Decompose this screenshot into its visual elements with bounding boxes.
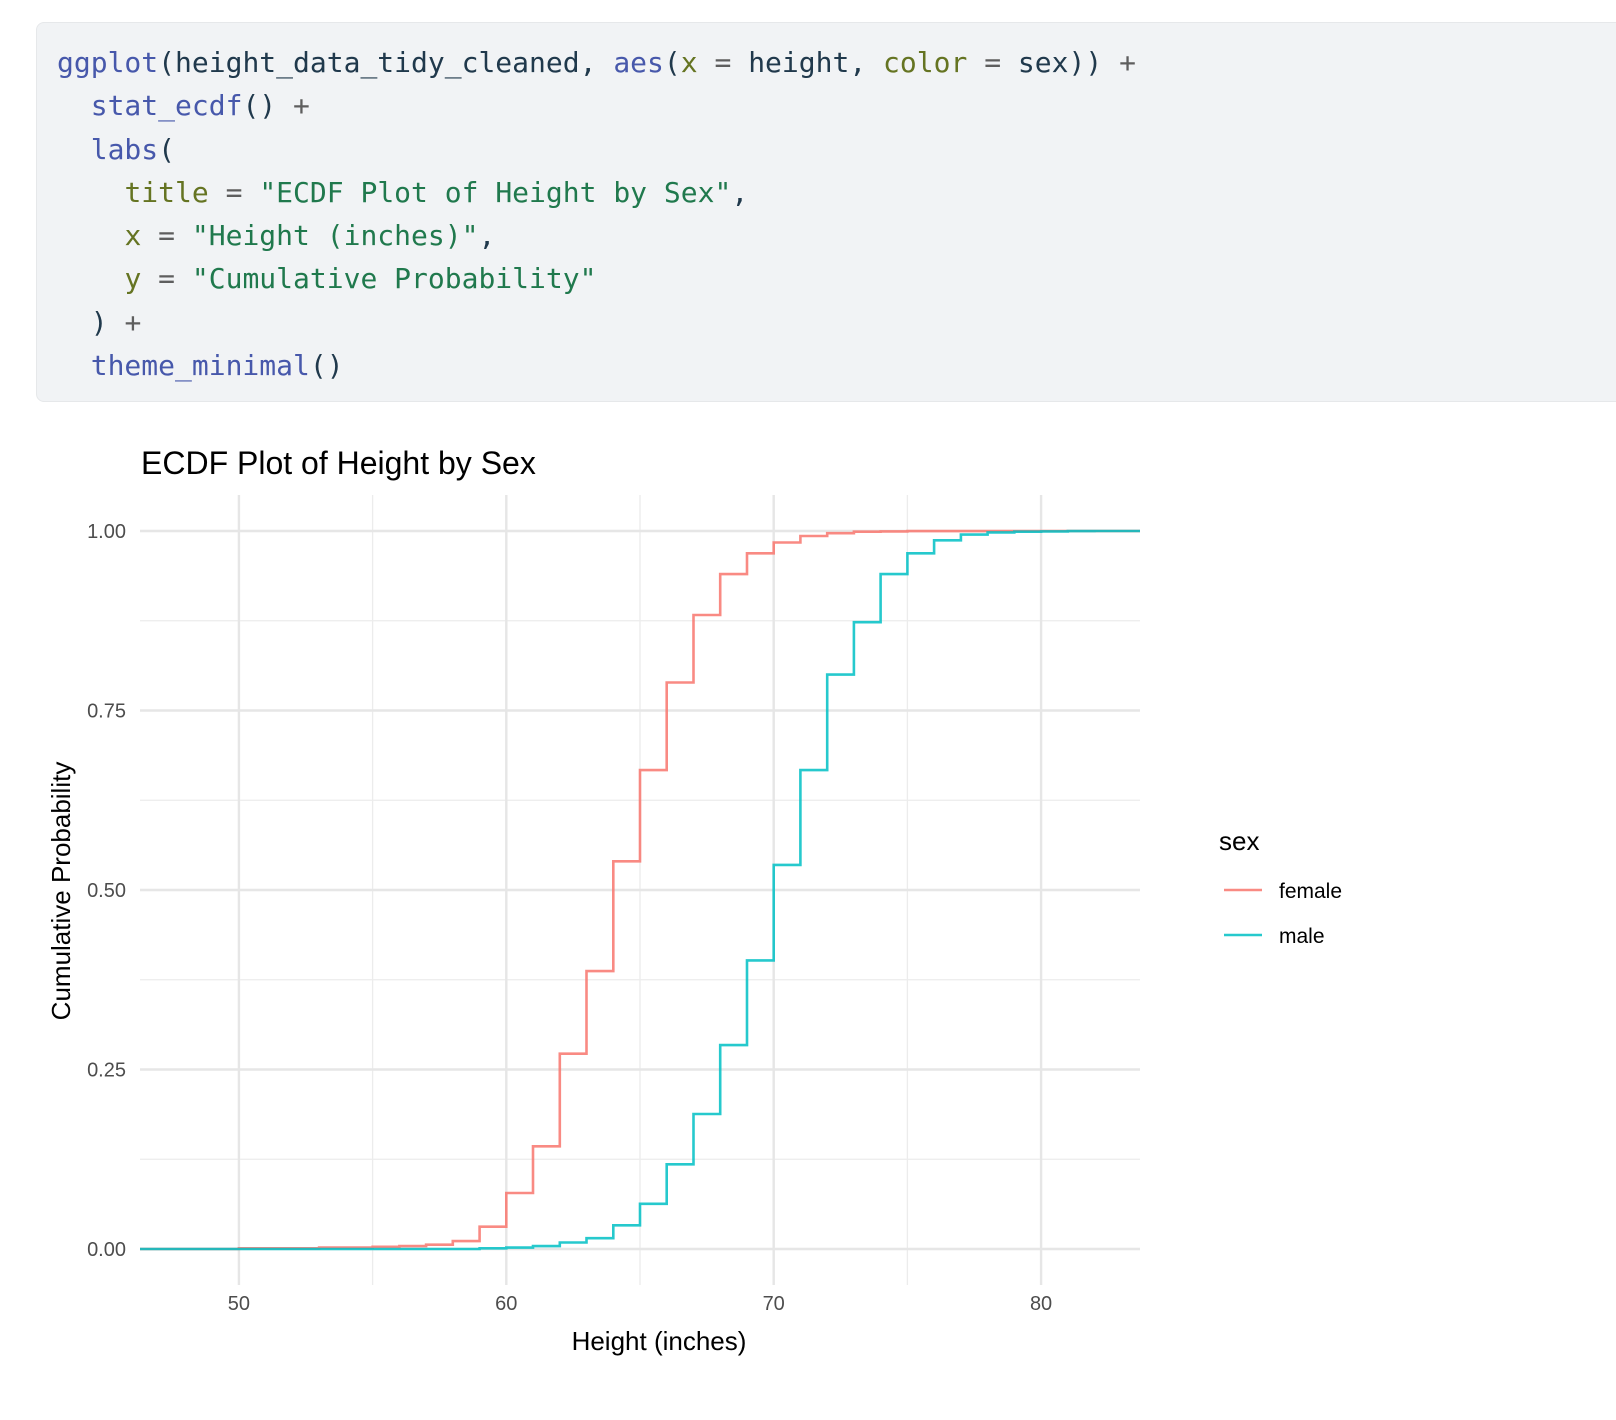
- legend-label: male: [1279, 925, 1325, 948]
- code-token: (): [242, 89, 294, 123]
- series-lines: [140, 529, 1140, 1251]
- code-token: [57, 176, 124, 209]
- code-token: (height_data_tidy_cleaned,: [158, 46, 614, 79]
- code-token: y: [124, 262, 142, 296]
- y-tick-label: 1.00: [87, 521, 126, 543]
- code-token: ,: [731, 175, 749, 209]
- code-line: y = "Cumulative Probability": [57, 262, 596, 295]
- ecdf-line-female: [140, 529, 1140, 1251]
- code-token: =: [697, 46, 749, 79]
- code-token: [57, 262, 124, 295]
- code-token: (: [158, 132, 176, 166]
- code-token: (: [663, 46, 681, 79]
- code-line: ) +: [57, 305, 142, 339]
- code-token: title: [124, 175, 209, 209]
- code-line: theme_minimal(): [57, 349, 344, 382]
- x-axis-tick-labels: 50 60 70 80: [228, 1293, 1052, 1315]
- code-token: "ECDF Plot of Height by Sex": [259, 175, 732, 209]
- legend-label: female: [1279, 880, 1342, 903]
- code-token: x: [680, 46, 698, 79]
- code-token: ): [57, 305, 125, 339]
- x-tick-label: 60: [495, 1293, 517, 1315]
- x-tick-label: 80: [1030, 1293, 1052, 1315]
- code-token: aes: [613, 46, 664, 79]
- code-token: =: [208, 175, 260, 209]
- code-token: color: [883, 46, 968, 79]
- code-line: title = "ECDF Plot of Height by Sex",: [57, 176, 748, 209]
- code-token: (): [309, 349, 344, 383]
- y-axis-label: Cumulative Probability: [46, 762, 76, 1021]
- x-tick-label: 50: [228, 1293, 250, 1315]
- y-axis-tick-labels: 0.00 0.25 0.50 0.75 1.00: [87, 521, 126, 1261]
- code-token: [57, 133, 91, 166]
- legend-title: sex: [1219, 826, 1259, 856]
- code-token: sex)): [1017, 46, 1120, 79]
- code-line: labs(: [57, 133, 175, 166]
- code-token: height,: [748, 46, 884, 79]
- code-token: theme_minimal: [90, 349, 310, 383]
- code-token: [57, 89, 91, 122]
- y-tick-label: 0.50: [87, 880, 126, 902]
- code-token: [57, 349, 91, 382]
- ecdf-chart: ECDF Plot of Height by Sex 0.000.250.500…: [46, 445, 1342, 1356]
- code-token: =: [141, 262, 192, 296]
- code-token: +: [124, 305, 142, 339]
- legend: sex female male: [1219, 826, 1342, 948]
- code-line: ggplot(height_data_tidy_cleaned, aes(x =…: [57, 46, 1136, 79]
- code-token: ,: [478, 219, 496, 253]
- code-token: ggplot: [57, 46, 159, 79]
- code-token: [57, 219, 124, 252]
- x-axis-label: Height (inches): [572, 1326, 747, 1356]
- code-token: labs: [90, 132, 159, 166]
- code-token: +: [293, 89, 310, 123]
- chart-title: ECDF Plot of Height by Sex: [141, 445, 536, 481]
- code-token: =: [967, 46, 1018, 79]
- code-token: stat_ecdf: [90, 89, 243, 123]
- code-line: stat_ecdf() +: [57, 89, 310, 122]
- code-token: "Height (inches)": [191, 219, 479, 253]
- ecdf-line-male: [140, 529, 1140, 1251]
- y-tick-label: 0.25: [87, 1060, 126, 1082]
- code-listing: ggplot(height_data_tidy_cleaned, aes(x =…: [57, 41, 1136, 387]
- x-tick-label: 70: [763, 1293, 785, 1315]
- code-line: x = "Height (inches)",: [57, 219, 495, 252]
- y-tick-label: 0.75: [87, 701, 126, 723]
- code-token: =: [141, 219, 192, 253]
- legend-items: female male: [1224, 880, 1342, 948]
- code-token: "Cumulative Probability": [191, 262, 597, 296]
- code-token: x: [124, 219, 142, 253]
- code-token: +: [1119, 46, 1136, 79]
- y-tick-label: 0.00: [87, 1239, 126, 1261]
- code-block: ggplot(height_data_tidy_cleaned, aes(x =…: [36, 22, 1616, 402]
